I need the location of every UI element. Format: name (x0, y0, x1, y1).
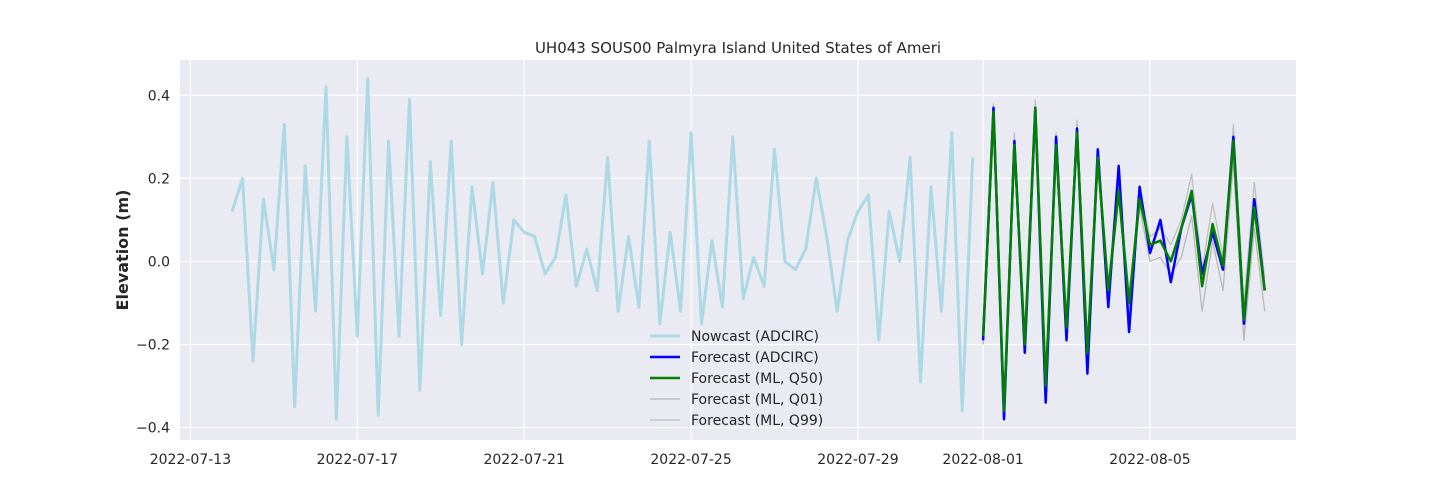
y-tick-label: −0.4 (136, 421, 170, 437)
y-tick-label: 0.0 (148, 254, 170, 270)
legend-label: Forecast (ADCIRC) (691, 350, 819, 366)
y-axis-label: Elevation (m) (113, 190, 132, 311)
legend-label: Nowcast (ADCIRC) (691, 329, 819, 345)
x-tick-label: 2022-08-01 (942, 452, 1023, 468)
y-tick-label: 0.4 (148, 88, 170, 104)
x-tick-label: 2022-07-13 (150, 452, 231, 468)
series-line-0 (230, 77, 975, 421)
y-tick-label: −0.2 (136, 337, 170, 353)
series-lines (230, 77, 1266, 421)
legend-label: Forecast (ML, Q01) (691, 392, 823, 408)
series-line-2 (981, 106, 1266, 413)
legend-label: Forecast (ML, Q50) (691, 371, 823, 387)
y-tick-label: 0.2 (148, 171, 170, 187)
x-axis-ticks: 2022-07-13 2022-07-17 2022-07-21 2022-07-25… (150, 452, 1191, 468)
chart-title: UH043 SOUS00 Palmyra Island United State… (535, 39, 941, 57)
x-tick-label: 2022-07-25 (650, 452, 731, 468)
x-tick-label: 2022-08-05 (1109, 452, 1190, 468)
x-tick-label: 2022-07-29 (817, 452, 898, 468)
legend: Nowcast (ADCIRC) Forecast (ADCIRC) Forecas… (650, 329, 823, 429)
y-axis-ticks: −0.4 −0.2 0.0 0.2 0.4 (136, 88, 170, 436)
x-tick-label: 2022-07-21 (483, 452, 564, 468)
x-tick-label: 2022-07-17 (317, 452, 398, 468)
legend-label: Forecast (ML, Q99) (691, 413, 823, 429)
